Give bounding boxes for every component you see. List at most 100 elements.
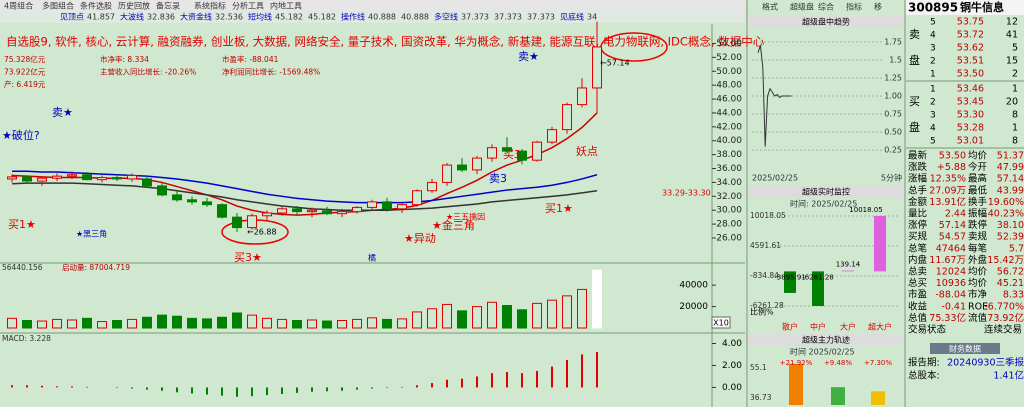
- y-tick-label: 50.00: [716, 67, 742, 77]
- volume-header: 启动量: 87004.719: [62, 262, 130, 272]
- book-side: 买: [909, 95, 920, 108]
- stat-value: 54.57: [939, 232, 966, 243]
- stat-label: 总笔: [908, 242, 927, 254]
- stat-label: 市盈: [908, 289, 928, 301]
- category-label: 大户: [840, 322, 856, 332]
- book-side: 盘: [909, 120, 920, 134]
- signal-annotation: 卖3: [489, 172, 507, 185]
- y-tick-label: 46.00: [716, 95, 742, 105]
- stat-value: 8.33: [1003, 290, 1024, 301]
- category-label: 散户: [782, 322, 798, 332]
- period-label: 5分钟: [881, 173, 902, 183]
- book-level: 2: [930, 98, 936, 108]
- volume-bar: [472, 306, 482, 329]
- stat-value: 15.42万: [987, 255, 1024, 266]
- book-volume: 2: [1012, 69, 1018, 80]
- volume-bar: [322, 320, 332, 329]
- indicator-name: 大资金线: [180, 12, 212, 22]
- volume-bar: [142, 316, 152, 329]
- book-volume: 41: [1006, 30, 1018, 41]
- stat-value: -0.41: [941, 301, 966, 312]
- signal-annotation: 妖点: [576, 144, 598, 158]
- volume-bar: [382, 318, 392, 329]
- moving-average: [11, 182, 598, 211]
- panel-title: 超级实时监控: [802, 187, 850, 197]
- book-level: 1: [930, 70, 936, 80]
- fundamental: 净利润同比增长: -1569.48%: [222, 67, 320, 77]
- volume-bar: [562, 295, 572, 329]
- toolbar-tab: 条件选股: [80, 1, 112, 11]
- indicator-value: 45.182: [275, 13, 303, 22]
- stat-label: 最低: [968, 184, 988, 196]
- volume-bar: [532, 302, 542, 329]
- time-label: 时间: 2025/02/25: [790, 199, 857, 209]
- volume-bar: [187, 317, 197, 329]
- y-tick-label: 40.00: [716, 136, 742, 146]
- stat-label: 内盘: [908, 254, 928, 266]
- macd-title: MACD: 3.228: [2, 334, 51, 343]
- toolbar: [0, 0, 745, 11]
- candle-body: [127, 174, 137, 180]
- book-side: 卖: [909, 28, 920, 41]
- indicator-value: 32.536: [215, 13, 243, 22]
- volume-bar: [217, 316, 227, 329]
- panel-tab: 指标: [846, 2, 862, 12]
- signal-annotation: 买1★: [545, 202, 573, 215]
- stat-value: 19.60%: [988, 197, 1024, 208]
- toolbar-tab: 内地工具: [270, 1, 302, 11]
- y-tick-label: 4.00: [722, 339, 742, 349]
- stat-value: 57.14: [997, 174, 1024, 185]
- category-label: 超大户: [868, 322, 892, 332]
- time-label: 时间 2025/02/25: [790, 347, 855, 357]
- volume-bar: [277, 318, 287, 329]
- stat-label: 今开: [968, 161, 988, 173]
- volume-bar: [457, 310, 467, 329]
- indicator-name: 短均线: [248, 12, 272, 22]
- candle-body: [532, 141, 542, 161]
- volume-bar: [67, 319, 77, 329]
- indicator-value: 40.888: [368, 13, 396, 22]
- stat-label: 外盘: [968, 254, 988, 266]
- book-volume: 1: [1012, 84, 1018, 95]
- book-price: 53.46: [957, 84, 984, 95]
- volume-bar: [367, 317, 377, 329]
- candle-body: [562, 104, 572, 131]
- stat-value: 27.09万: [929, 185, 966, 196]
- stat-label: 市净: [968, 289, 988, 301]
- y-tick-label: 1.75: [884, 37, 902, 46]
- stat-value: 56.72: [997, 267, 1024, 278]
- stat-value: 11.67万: [929, 255, 966, 266]
- stat-value: -6.770%: [984, 301, 1024, 312]
- indicator-value: 45.182: [308, 13, 336, 22]
- volume-bar: [397, 318, 407, 329]
- stat-label: 量比: [908, 208, 927, 220]
- volume-bar: [7, 317, 17, 329]
- stat-value: 52.39: [997, 232, 1024, 243]
- signal-annotation: 买1★: [8, 218, 36, 231]
- fundamental: 市净率: 8.334: [100, 54, 149, 64]
- signal-annotation: 买3: [503, 148, 521, 161]
- candle-body: [22, 176, 32, 182]
- toolbar-tab: 4周组合: [4, 1, 33, 11]
- scale-box: [711, 316, 731, 329]
- signal-annotation: ★黑三角: [76, 229, 107, 239]
- candle-body: [247, 215, 257, 229]
- stock-name: 铜牛信息: [959, 0, 1004, 14]
- indicator-name: 多空线: [434, 12, 458, 22]
- y-tick-label: 1.00: [884, 92, 902, 101]
- y-tick-label: 1.5: [889, 55, 902, 64]
- toolbar-tab: 系统指标: [194, 1, 226, 11]
- panel-tab: 超级盘: [790, 2, 814, 12]
- book-volume: 12: [1006, 17, 1018, 28]
- candle-body: [397, 204, 407, 210]
- y-tick-label: -834.84: [750, 271, 779, 280]
- y-tick-label: 32.00: [716, 192, 742, 202]
- signal-annotation: ←57.14: [600, 59, 630, 68]
- book-volume: 20: [1006, 97, 1018, 108]
- stat-label: 均价: [968, 150, 988, 162]
- stat-label: 收益: [908, 300, 928, 312]
- y-tick-label: 40000: [679, 281, 708, 291]
- volume-bar: [502, 305, 512, 329]
- y-tick-label: -6261.28: [750, 301, 784, 310]
- candle-body: [322, 210, 332, 215]
